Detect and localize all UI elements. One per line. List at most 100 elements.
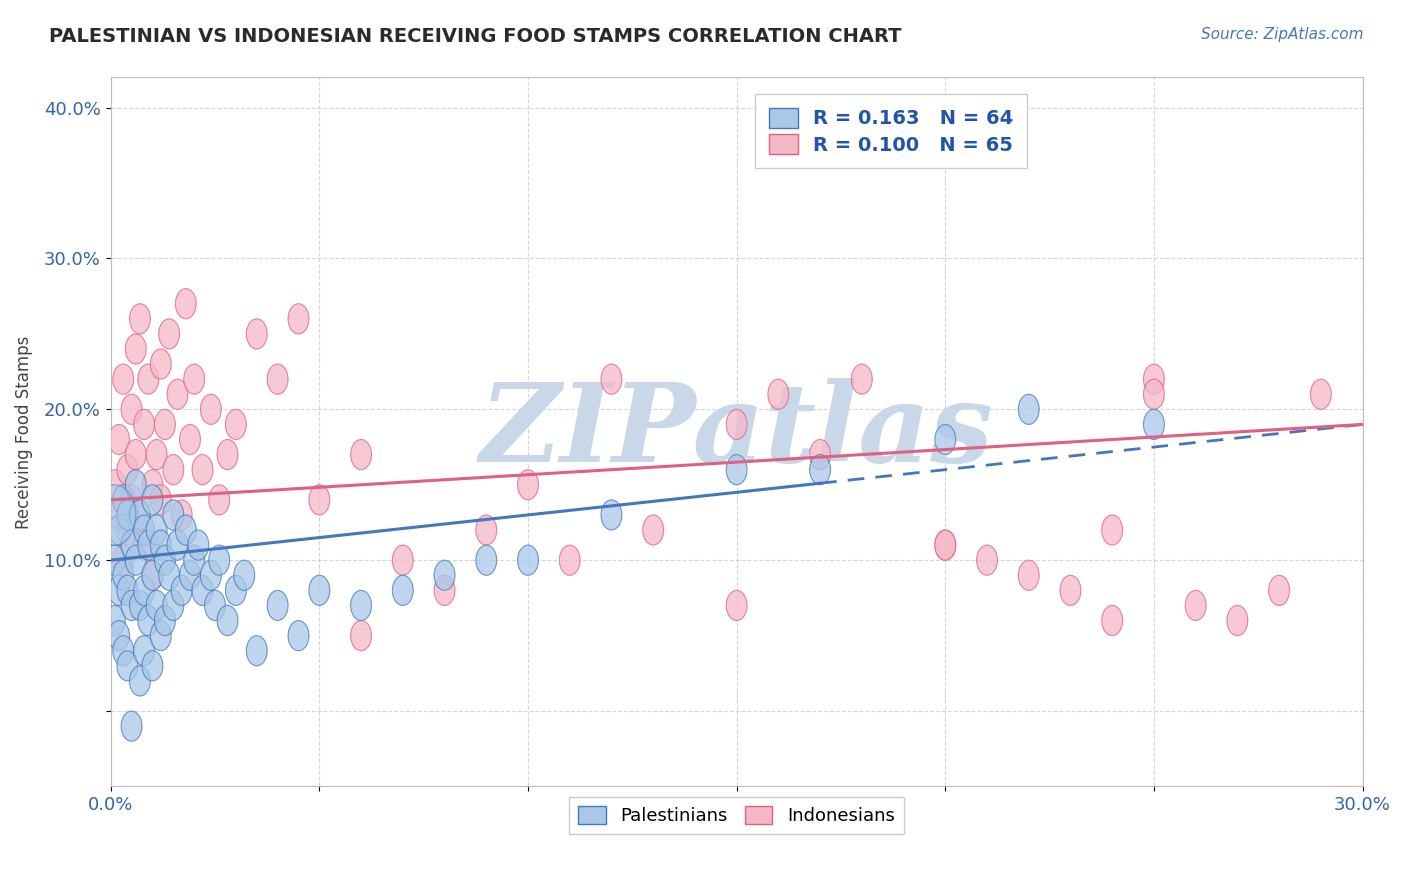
Ellipse shape: [167, 530, 188, 560]
Ellipse shape: [146, 440, 167, 470]
Ellipse shape: [205, 591, 225, 621]
Ellipse shape: [350, 591, 371, 621]
Ellipse shape: [727, 591, 747, 621]
Ellipse shape: [184, 545, 205, 575]
Ellipse shape: [201, 394, 221, 425]
Ellipse shape: [727, 455, 747, 484]
Ellipse shape: [155, 606, 176, 636]
Ellipse shape: [309, 575, 330, 606]
Ellipse shape: [112, 545, 134, 575]
Ellipse shape: [150, 621, 172, 650]
Ellipse shape: [142, 650, 163, 681]
Ellipse shape: [117, 650, 138, 681]
Ellipse shape: [267, 364, 288, 394]
Ellipse shape: [159, 318, 180, 349]
Ellipse shape: [108, 621, 129, 650]
Ellipse shape: [392, 575, 413, 606]
Ellipse shape: [810, 455, 831, 484]
Ellipse shape: [129, 665, 150, 696]
Ellipse shape: [125, 545, 146, 575]
Ellipse shape: [180, 425, 201, 455]
Ellipse shape: [517, 545, 538, 575]
Ellipse shape: [225, 575, 246, 606]
Ellipse shape: [125, 440, 146, 470]
Ellipse shape: [1185, 591, 1206, 621]
Ellipse shape: [434, 575, 456, 606]
Ellipse shape: [517, 470, 538, 500]
Ellipse shape: [159, 560, 180, 591]
Ellipse shape: [184, 364, 205, 394]
Ellipse shape: [434, 560, 456, 591]
Ellipse shape: [172, 575, 193, 606]
Ellipse shape: [193, 455, 212, 484]
Ellipse shape: [104, 606, 125, 636]
Ellipse shape: [768, 379, 789, 409]
Ellipse shape: [217, 440, 238, 470]
Ellipse shape: [350, 621, 371, 650]
Ellipse shape: [142, 560, 163, 591]
Ellipse shape: [108, 425, 129, 455]
Ellipse shape: [163, 500, 184, 530]
Ellipse shape: [112, 560, 134, 591]
Ellipse shape: [125, 470, 146, 500]
Ellipse shape: [193, 575, 212, 606]
Ellipse shape: [104, 545, 125, 575]
Ellipse shape: [810, 440, 831, 470]
Ellipse shape: [288, 621, 309, 650]
Ellipse shape: [176, 515, 197, 545]
Ellipse shape: [600, 500, 621, 530]
Ellipse shape: [138, 530, 159, 560]
Ellipse shape: [129, 500, 150, 530]
Ellipse shape: [121, 591, 142, 621]
Ellipse shape: [146, 591, 167, 621]
Ellipse shape: [108, 500, 129, 530]
Ellipse shape: [155, 409, 176, 440]
Ellipse shape: [125, 334, 146, 364]
Ellipse shape: [167, 379, 188, 409]
Ellipse shape: [129, 304, 150, 334]
Ellipse shape: [146, 515, 167, 545]
Ellipse shape: [309, 484, 330, 515]
Ellipse shape: [155, 545, 176, 575]
Ellipse shape: [138, 364, 159, 394]
Ellipse shape: [288, 304, 309, 334]
Ellipse shape: [94, 484, 136, 545]
Ellipse shape: [560, 545, 581, 575]
Ellipse shape: [117, 455, 138, 484]
Ellipse shape: [217, 606, 238, 636]
Ellipse shape: [600, 364, 621, 394]
Ellipse shape: [935, 530, 956, 560]
Ellipse shape: [121, 484, 142, 515]
Ellipse shape: [134, 636, 155, 665]
Ellipse shape: [112, 636, 134, 665]
Ellipse shape: [643, 515, 664, 545]
Ellipse shape: [1227, 606, 1247, 636]
Ellipse shape: [208, 484, 229, 515]
Y-axis label: Receiving Food Stamps: Receiving Food Stamps: [15, 335, 32, 529]
Ellipse shape: [977, 545, 997, 575]
Ellipse shape: [852, 364, 872, 394]
Ellipse shape: [117, 500, 138, 530]
Ellipse shape: [935, 530, 956, 560]
Ellipse shape: [150, 530, 172, 560]
Ellipse shape: [1060, 575, 1081, 606]
Ellipse shape: [176, 289, 197, 318]
Ellipse shape: [233, 560, 254, 591]
Ellipse shape: [935, 425, 956, 455]
Ellipse shape: [142, 470, 163, 500]
Ellipse shape: [727, 409, 747, 440]
Ellipse shape: [163, 591, 184, 621]
Ellipse shape: [150, 349, 172, 379]
Ellipse shape: [108, 515, 129, 545]
Ellipse shape: [129, 500, 150, 530]
Ellipse shape: [117, 515, 138, 545]
Ellipse shape: [188, 530, 208, 560]
Ellipse shape: [225, 409, 246, 440]
Ellipse shape: [150, 484, 172, 515]
Ellipse shape: [138, 606, 159, 636]
Ellipse shape: [475, 515, 496, 545]
Legend: Palestinians, Indonesians: Palestinians, Indonesians: [569, 797, 904, 834]
Ellipse shape: [112, 364, 134, 394]
Ellipse shape: [208, 545, 229, 575]
Text: Source: ZipAtlas.com: Source: ZipAtlas.com: [1201, 27, 1364, 42]
